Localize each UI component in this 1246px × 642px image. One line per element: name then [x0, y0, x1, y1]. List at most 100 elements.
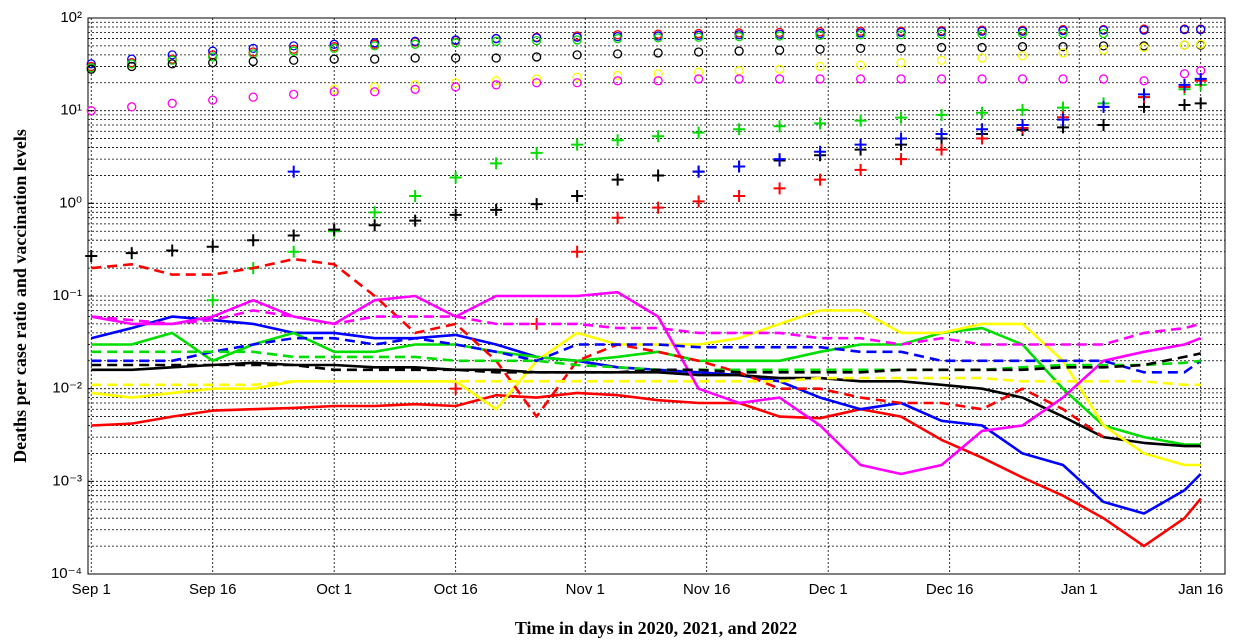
plus-marker	[247, 234, 260, 247]
plus-marker	[814, 173, 827, 186]
plus-marker	[935, 143, 948, 156]
y-axis-label: Deaths per case ratio and vaccination le…	[10, 129, 30, 463]
circle-marker	[896, 43, 906, 54]
circle-marker	[289, 55, 299, 65]
x-tick-label: Sep 16	[189, 581, 237, 598]
plus-marker	[935, 108, 948, 121]
circle-marker	[855, 60, 866, 70]
plus-marker	[1016, 103, 1029, 116]
plus-marker	[206, 240, 219, 253]
plus-marker	[1016, 119, 1029, 132]
circle-marker	[896, 74, 906, 84]
circle-marker	[86, 64, 96, 74]
circle-marker	[410, 53, 420, 63]
y-tick-label: 10⁻⁴	[51, 565, 82, 582]
circle-marker	[572, 78, 582, 88]
plus-marker	[490, 203, 503, 216]
circle-marker	[855, 43, 866, 54]
circle-marker	[572, 50, 582, 60]
plus-marker	[773, 120, 786, 133]
plus-marker	[854, 138, 867, 151]
circle-marker	[370, 54, 380, 64]
y-tick-label: 10⁻²	[52, 380, 82, 397]
circle-marker	[977, 26, 987, 36]
circle-marker	[1098, 41, 1109, 51]
plus-marker	[409, 189, 422, 202]
y-tick-label: 10⁻¹	[52, 287, 82, 304]
plus-marker	[895, 111, 908, 124]
plus-marker	[976, 123, 989, 136]
circle-marker	[208, 46, 218, 56]
series-line	[91, 309, 1202, 346]
plus-marker	[611, 173, 624, 186]
plus-marker	[692, 195, 705, 208]
circle-marker	[734, 31, 744, 42]
plus-marker	[449, 382, 462, 395]
circle-marker	[572, 35, 582, 45]
circle-marker	[1017, 28, 1028, 39]
circle-marker	[531, 52, 542, 62]
circle-marker	[531, 74, 542, 84]
circle-marker	[451, 82, 461, 92]
circle-marker	[248, 92, 258, 102]
circle-marker	[289, 41, 299, 51]
circle-marker	[451, 53, 461, 63]
circle-marker	[653, 76, 663, 86]
circle-marker	[1058, 42, 1068, 52]
circle-marker	[531, 33, 542, 43]
plus-marker	[895, 132, 908, 145]
circle-marker	[815, 44, 825, 54]
circle-marker	[693, 74, 704, 84]
circle-marker	[734, 46, 744, 56]
circle-marker	[774, 74, 785, 84]
circle-marker	[815, 61, 825, 72]
plus-marker	[287, 165, 300, 178]
circle-marker	[1017, 42, 1028, 52]
plus-marker	[773, 153, 786, 166]
circle-marker	[1098, 28, 1109, 39]
circle-marker	[370, 82, 380, 92]
series-line	[91, 391, 1202, 548]
circle-marker	[451, 38, 461, 48]
circle-marker	[612, 49, 623, 59]
circle-marker	[1179, 40, 1190, 50]
circle-marker	[936, 29, 947, 39]
plus-marker	[1138, 88, 1151, 101]
circle-marker	[612, 70, 623, 81]
circle-marker	[1058, 74, 1068, 84]
x-tick-label: Nov 16	[683, 581, 731, 598]
x-axis-label: Time in days in 2020, 2021, and 2022	[515, 618, 797, 638]
circle-marker	[208, 95, 218, 105]
plus-marker	[166, 244, 179, 257]
plus-marker	[935, 128, 948, 141]
series-line	[91, 361, 1201, 448]
circle-marker	[977, 29, 987, 39]
circle-marker	[370, 41, 380, 51]
circle-marker	[167, 50, 177, 60]
plus-marker	[571, 138, 584, 151]
circle-marker	[491, 76, 501, 86]
circle-marker	[167, 59, 177, 69]
circle-marker	[329, 84, 339, 94]
plus-marker	[895, 153, 908, 166]
circle-marker	[248, 56, 258, 67]
circle-marker	[936, 42, 947, 53]
circle-marker	[1196, 39, 1206, 49]
circle-marker	[977, 53, 987, 63]
x-tick-label: Oct 16	[434, 581, 478, 598]
circle-marker	[1098, 45, 1109, 55]
plus-marker	[1194, 97, 1207, 110]
plus-marker	[530, 198, 543, 211]
circle-marker	[329, 54, 339, 64]
plus-marker	[692, 126, 705, 139]
circle-marker	[329, 43, 339, 54]
plus-marker	[1178, 99, 1191, 112]
x-tick-label: Sep 1	[72, 581, 111, 598]
circle-marker	[855, 74, 866, 84]
circle-marker	[977, 74, 987, 84]
circle-marker	[329, 39, 339, 49]
plus-marker	[773, 182, 786, 195]
plus-marker	[733, 160, 746, 173]
circle-marker	[370, 38, 380, 48]
